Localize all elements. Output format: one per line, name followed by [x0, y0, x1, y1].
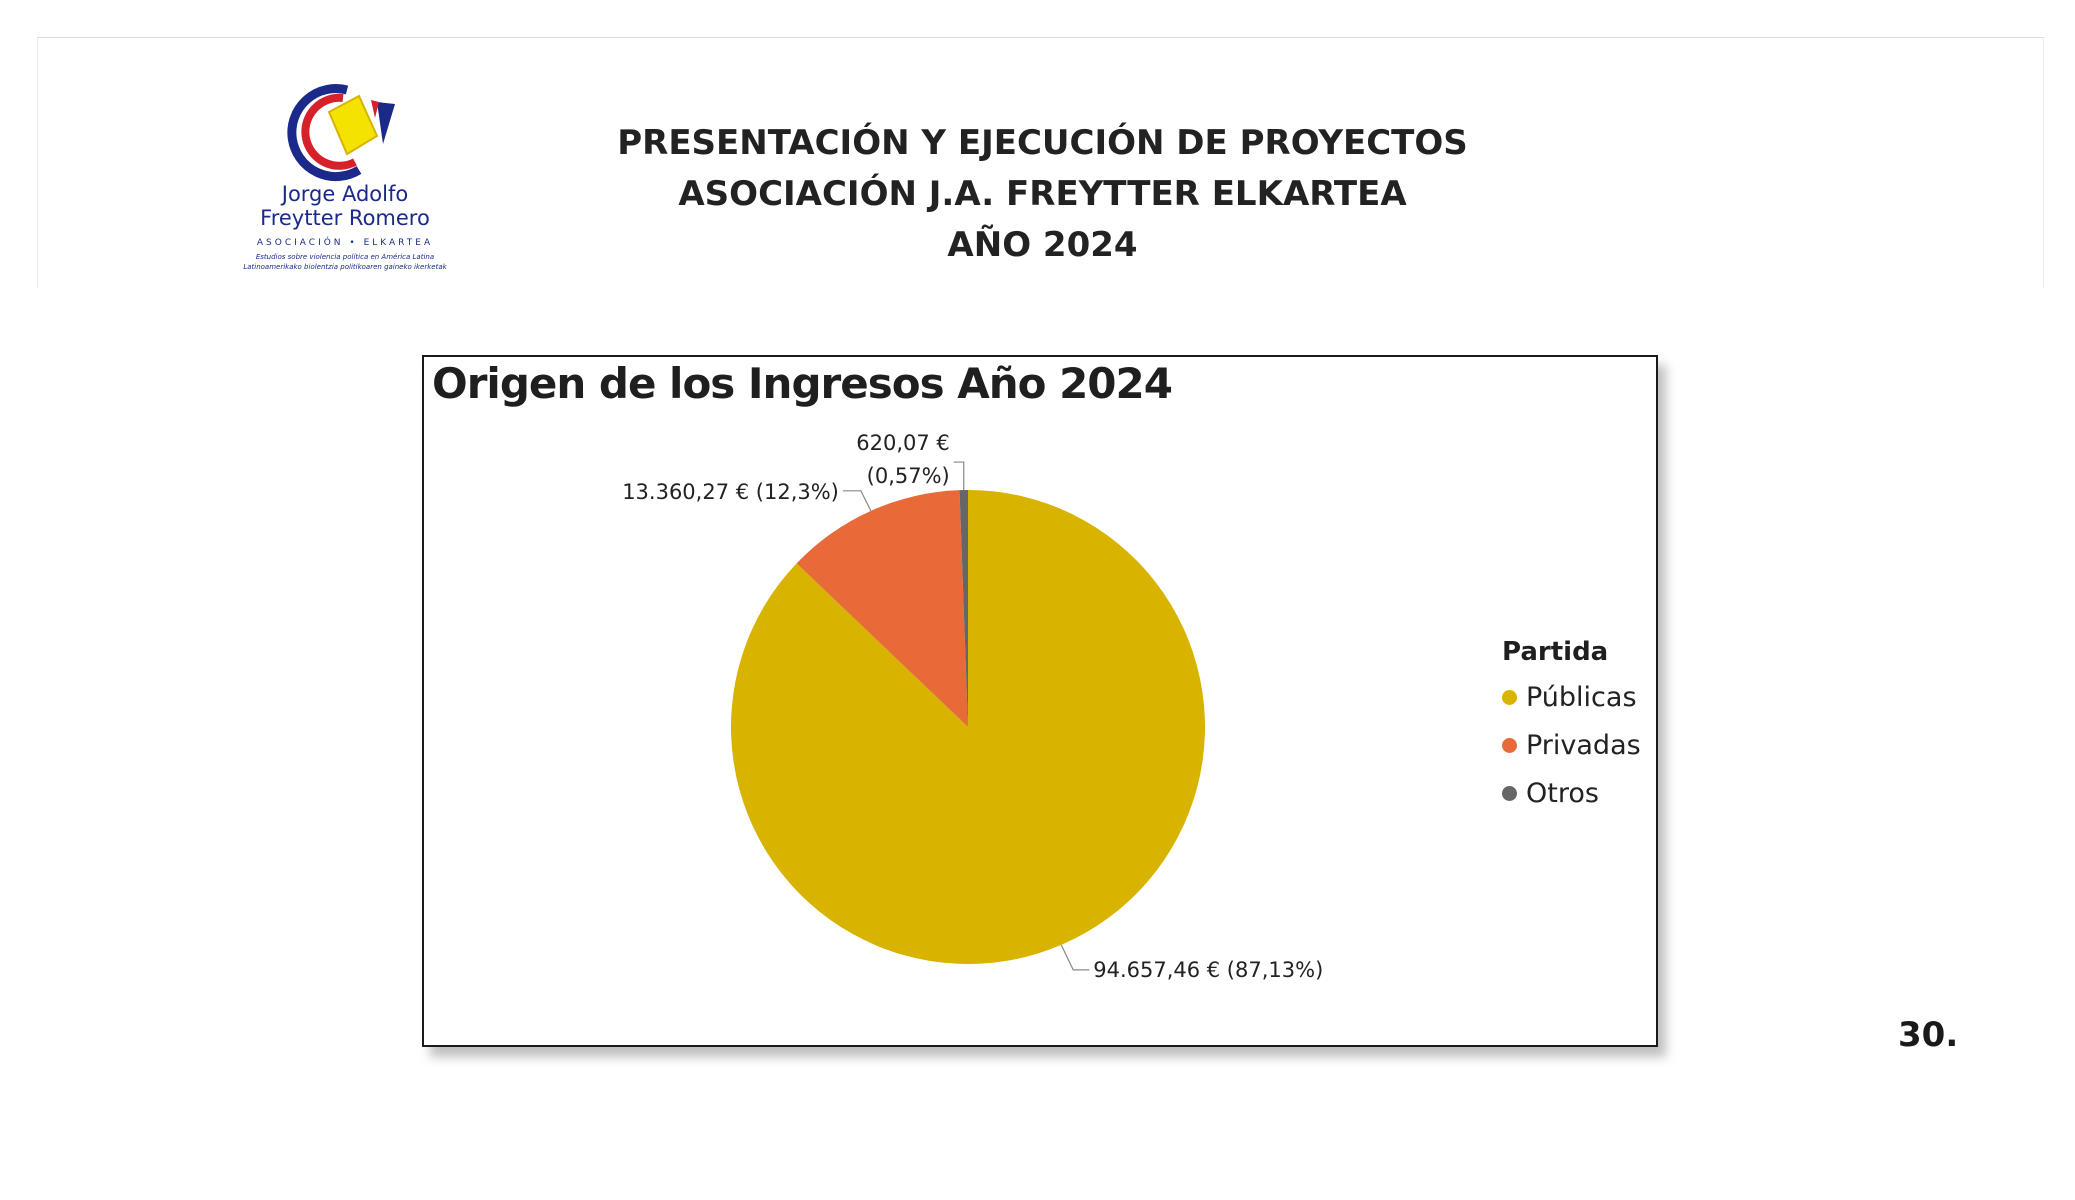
page-frame: [37, 37, 2044, 288]
legend-marker-publicas: [1502, 689, 1517, 705]
data-label-publicas: 94.657,46 € (87,13%): [1093, 958, 1323, 982]
page-number: 30.: [1898, 1015, 1959, 1055]
logo-name-line1: Jorge Adolfo: [281, 182, 409, 206]
leader-line-otros: [953, 461, 965, 491]
legend-marker-privadas: [1502, 737, 1517, 753]
pie-slice-otros: [959, 490, 968, 727]
pie-chart: 94.657,46 € (87,13%) 13.360,27 € (12,3%) 6…: [622, 431, 1323, 982]
chart-title: Origen de los Ingresos Año 2024: [432, 359, 1173, 408]
legend-label-otros: Otros: [1526, 777, 1599, 809]
legend-item-privadas: Privadas: [1502, 721, 1641, 769]
logo-tagline-es: Estudios sobre violencia política en Amé…: [255, 253, 435, 261]
logo-tagline-eu: Latinoamerikako biolentzia politikoaren …: [243, 263, 447, 271]
legend-item-otros: Otros: [1502, 769, 1641, 817]
legend-marker-otros: [1502, 785, 1517, 801]
pie-slice-privadas: [796, 490, 968, 727]
legend-label-privadas: Privadas: [1526, 729, 1641, 761]
legend-label-publicas: Públicas: [1526, 681, 1637, 713]
pie-chart-panel: Origen de los Ingresos Año 2024 94.657,4…: [422, 355, 1658, 1047]
data-label-otros-percent: (0,57%): [867, 464, 950, 488]
leader-line-publicas: [1060, 944, 1090, 971]
association-logo: Jorge Adolfo Freytter Romero ASOCIACIÓN …: [225, 82, 465, 282]
legend-item-publicas: Públicas: [1502, 673, 1641, 721]
logo-association: ASOCIACIÓN • ELKARTEA: [256, 238, 434, 248]
legend-items: Públicas Privadas Otros: [1502, 673, 1641, 817]
header-line2: ASOCIACIÓN J.A. FREYTTER ELKARTEA: [678, 174, 1407, 214]
page-header: PRESENTACIÓN Y EJECUCIÓN DE PROYECTOS AS…: [500, 118, 1585, 271]
data-label-privadas: 13.360,27 € (12,3%): [622, 480, 839, 504]
data-label-otros-value: 620,07 €: [856, 431, 950, 455]
logo-name-line2: Freytter Romero: [260, 206, 430, 230]
leader-line-privadas: [842, 490, 872, 512]
header-line1: PRESENTACIÓN Y EJECUCIÓN DE PROYECTOS: [617, 123, 1468, 163]
logo-emblem-icon: [287, 84, 395, 181]
chart-legend: Partida Públicas Privadas Otros: [1502, 637, 1641, 817]
header-line3: AÑO 2024: [947, 225, 1138, 265]
legend-title: Partida: [1502, 637, 1609, 667]
